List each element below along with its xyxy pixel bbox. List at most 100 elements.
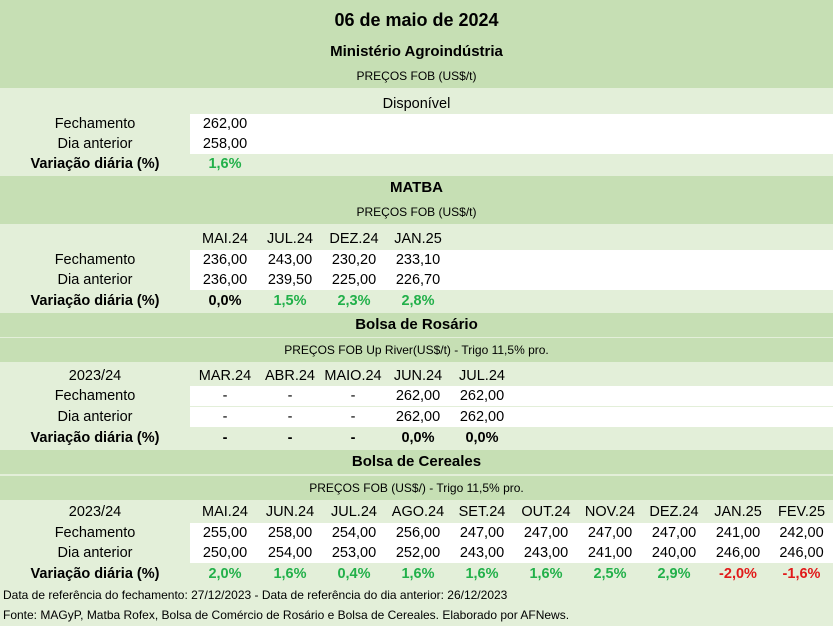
column-header-row: MAI.24 JUL.24 DEZ.24 JAN.25 bbox=[0, 229, 833, 249]
row-label: Dia anterior bbox=[57, 136, 133, 152]
table-cell: 236,00 bbox=[202, 252, 248, 268]
table-cell: 241,00 bbox=[715, 525, 761, 541]
table-cell: 262,00 bbox=[395, 388, 441, 404]
variation-cell: - bbox=[350, 430, 356, 446]
table-cell: - bbox=[350, 409, 356, 425]
table-cell: 243,00 bbox=[267, 252, 313, 268]
table-cell: 246,00 bbox=[715, 545, 761, 561]
table-row-variation: Variação diária (%) - - - 0,0% 0,0% bbox=[0, 428, 833, 448]
reference-note: Data de referência do fechamento: 27/12/… bbox=[3, 588, 508, 602]
section-title-matba: MATBA bbox=[0, 176, 833, 200]
variation-cell: 0,0% bbox=[401, 430, 435, 446]
table-cell: 225,00 bbox=[331, 272, 377, 288]
source-note: Fonte: MAGyP, Matba Rofex, Bolsa de Comé… bbox=[3, 608, 570, 622]
row-label: Dia anterior bbox=[57, 545, 133, 561]
section-subtitle-rosario: PREÇOS FOB Up River(US$/t) - Trigo 11,5%… bbox=[0, 338, 833, 362]
row-label: Fechamento bbox=[54, 388, 136, 404]
table-cell: 252,00 bbox=[395, 545, 441, 561]
variation-cell: 2,0% bbox=[208, 566, 242, 582]
table-row: Fechamento 236,00 243,00 230,20 233,10 bbox=[0, 250, 833, 270]
table-cell: 254,00 bbox=[331, 525, 377, 541]
table-cell: - bbox=[222, 388, 228, 404]
table-row: Dia anterior 236,00 239,50 225,00 226,70 bbox=[0, 270, 833, 290]
column-header-row: Disponível bbox=[0, 92, 833, 116]
column-header: AGO.24 bbox=[391, 504, 445, 520]
variation-cell: 0,0% bbox=[208, 293, 242, 309]
variation-cell: 1,5% bbox=[273, 293, 307, 309]
column-header: JAN.25 bbox=[394, 231, 442, 247]
variation-cell: -2,0% bbox=[719, 566, 757, 582]
table-cell: 247,00 bbox=[523, 525, 569, 541]
variation-cell: 2,9% bbox=[657, 566, 691, 582]
variation-cell: 2,8% bbox=[401, 293, 435, 309]
section-title-cereales: Bolsa de Cereales bbox=[0, 450, 833, 474]
table-cell: 258,00 bbox=[202, 136, 248, 152]
page-title: 06 de maio de 2024 bbox=[0, 0, 833, 40]
table-row: Fechamento - - - 262,00 262,00 bbox=[0, 386, 833, 406]
column-header: ABR.24 bbox=[265, 368, 315, 384]
variation-cell: 1,6% bbox=[273, 566, 307, 582]
row-label: Dia anterior bbox=[57, 409, 133, 425]
column-header: OUT.24 bbox=[521, 504, 571, 520]
table-cell: 240,00 bbox=[651, 545, 697, 561]
table-cell: 250,00 bbox=[202, 545, 248, 561]
table-cell: 246,00 bbox=[779, 545, 824, 561]
column-header: SET.24 bbox=[458, 504, 506, 520]
season-label: 2023/24 bbox=[68, 504, 122, 520]
column-header-row: 2023/24 MAI.24 JUN.24 JUL.24 AGO.24 SET.… bbox=[0, 502, 833, 522]
table-cell: 255,00 bbox=[202, 525, 248, 541]
variation-cell: 2,3% bbox=[337, 293, 371, 309]
variation-cell: 2,5% bbox=[593, 566, 627, 582]
table-row: Dia anterior - - - 262,00 262,00 bbox=[0, 407, 833, 427]
column-header: NOV.24 bbox=[584, 504, 636, 520]
variation-cell: -1,6% bbox=[782, 566, 821, 582]
column-header: MAI.24 bbox=[202, 231, 248, 247]
column-header: FEV.25 bbox=[777, 504, 826, 520]
table-cell: 243,00 bbox=[459, 545, 505, 561]
table-cell: - bbox=[222, 409, 228, 425]
table-cell: 242,00 bbox=[779, 525, 824, 541]
table-row: Dia anterior 250,00 254,00 253,00 252,00… bbox=[0, 543, 833, 563]
table-cell: 239,50 bbox=[267, 272, 313, 288]
column-header: JUN.24 bbox=[393, 368, 443, 384]
table-cell: 247,00 bbox=[587, 525, 633, 541]
table-cell: 241,00 bbox=[587, 545, 633, 561]
column-header: JUL.24 bbox=[331, 504, 377, 520]
table-cell: 256,00 bbox=[395, 525, 441, 541]
column-header-disponivel: Disponível bbox=[382, 96, 451, 112]
table-cell: 247,00 bbox=[651, 525, 697, 541]
column-header: MAR.24 bbox=[198, 368, 252, 384]
column-header: DEZ.24 bbox=[329, 231, 379, 247]
table-row-variation: Variação diária (%) 2,0% 1,6% 0,4% 1,6% … bbox=[0, 564, 833, 584]
table-cell: 233,10 bbox=[395, 252, 441, 268]
table-cell: - bbox=[287, 409, 293, 425]
column-header: JUN.24 bbox=[265, 504, 315, 520]
row-label: Variação diária (%) bbox=[30, 293, 160, 309]
table-cell: 226,70 bbox=[395, 272, 441, 288]
row-label: Variação diária (%) bbox=[30, 430, 160, 446]
table-cell: 236,00 bbox=[202, 272, 248, 288]
table-cell: 262,00 bbox=[202, 116, 248, 132]
row-label: Variação diária (%) bbox=[30, 156, 160, 172]
variation-cell: 1,6% bbox=[465, 566, 499, 582]
section-subtitle-ministerio: PREÇOS FOB (US$/t) bbox=[0, 64, 833, 88]
table-cell: 258,00 bbox=[267, 525, 313, 541]
row-label: Dia anterior bbox=[57, 272, 133, 288]
variation-cell: 0,4% bbox=[337, 566, 371, 582]
table-cell: - bbox=[287, 388, 293, 404]
column-header: JAN.25 bbox=[714, 504, 762, 520]
column-header: MAIO.24 bbox=[324, 368, 382, 384]
table-cell: 254,00 bbox=[267, 545, 313, 561]
table-cell: 262,00 bbox=[459, 388, 505, 404]
row-label: Variação diária (%) bbox=[30, 566, 160, 582]
table-cell: 243,00 bbox=[523, 545, 569, 561]
table-cell: 262,00 bbox=[459, 409, 505, 425]
variation-cell: - bbox=[222, 430, 228, 446]
table-cell: 253,00 bbox=[331, 545, 377, 561]
table-cell: - bbox=[350, 388, 356, 404]
table-cell: 247,00 bbox=[459, 525, 505, 541]
variation-cell: 1,6% bbox=[208, 156, 242, 172]
variation-cell: - bbox=[287, 430, 293, 446]
section-subtitle-matba: PREÇOS FOB (US$/t) bbox=[0, 200, 833, 224]
row-label: Fechamento bbox=[54, 252, 136, 268]
